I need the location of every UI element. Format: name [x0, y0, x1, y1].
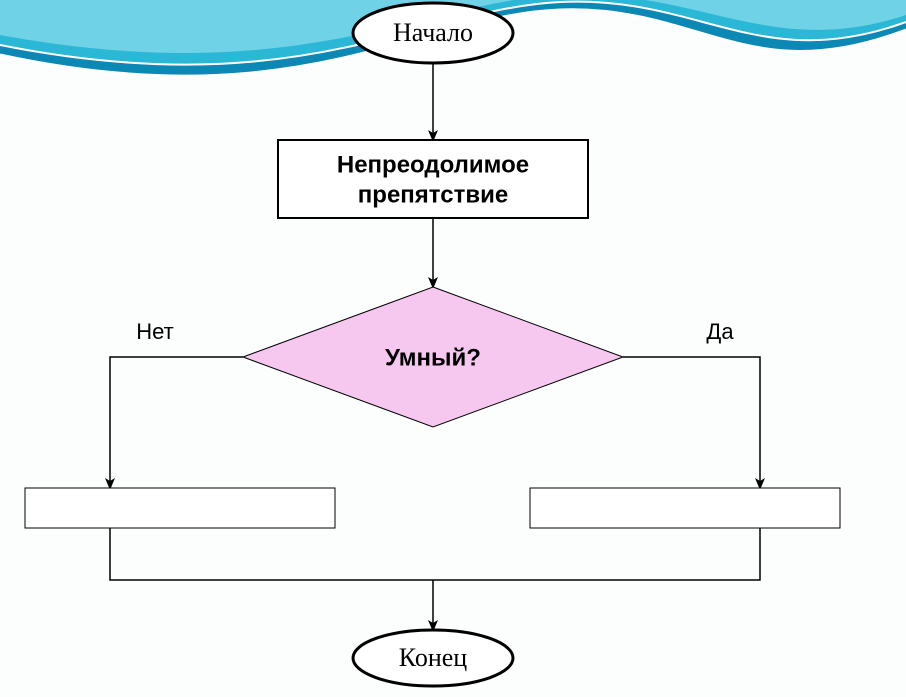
edge-left-merge	[110, 528, 433, 580]
edge-decision-right	[623, 357, 760, 488]
process-line2: препятствие	[358, 181, 508, 208]
decision-label: Умный?	[385, 344, 481, 371]
start-label: Начало	[393, 18, 473, 47]
right-result-box	[530, 488, 840, 528]
end-label: Конец	[399, 643, 468, 672]
edge-decision-left	[110, 357, 243, 488]
process-line1: Непреодолимое	[337, 151, 529, 178]
process-node: Непреодолимое препятствие	[278, 140, 588, 218]
start-node: Начало	[353, 3, 513, 63]
branch-label-no: Нет	[136, 319, 173, 344]
edge-right-merge	[433, 528, 760, 580]
left-result-box	[25, 488, 335, 528]
end-node: Конец	[353, 630, 513, 686]
branch-label-yes: Да	[706, 319, 734, 344]
flowchart-canvas: Начало Непреодолимое препятствие Умный? …	[0, 0, 906, 697]
